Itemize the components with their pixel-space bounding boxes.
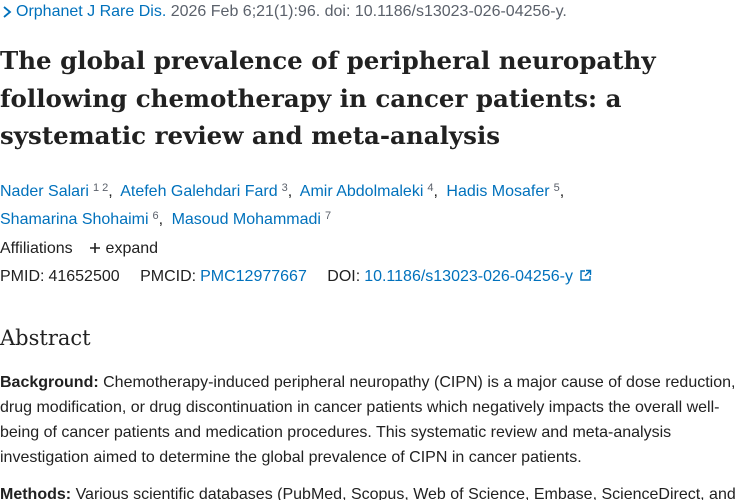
- external-link-icon: [580, 269, 592, 281]
- section-label: Background:: [0, 374, 99, 391]
- affiliation-number[interactable]: 2: [102, 182, 109, 194]
- pmid-label: PMID:: [0, 268, 45, 285]
- section-text: Chemotherapy-induced peripheral neuropat…: [0, 374, 736, 466]
- author-name[interactable]: Hadis Mosafer: [446, 183, 550, 200]
- citation: Orphanet J Rare Dis. 2026 Feb 6;21(1):96…: [2, 3, 567, 21]
- affiliation-number[interactable]: 4: [427, 182, 434, 194]
- identifiers: PMID: 41652500 PMCID: PMC12977667 DOI: 10.1…: [0, 268, 592, 286]
- affiliations-label: Affiliations: [0, 240, 73, 257]
- author: Shamarina Shohaimi 6: [0, 210, 167, 228]
- section-label: Methods:: [0, 486, 72, 500]
- affiliation-number[interactable]: 1: [92, 182, 100, 194]
- affiliation-number[interactable]: 6: [152, 210, 159, 222]
- pmcid-label: PMCID:: [140, 268, 197, 285]
- abstract-section: Background: Chemotherapy-induced periphe…: [0, 370, 748, 470]
- pmcid-link[interactable]: PMC12977667: [200, 268, 307, 285]
- author: Amir Abdolmaleki 4: [299, 182, 442, 200]
- affiliations: Affiliations expand: [0, 240, 158, 258]
- author-name[interactable]: Atefeh Galehdari Fard: [120, 183, 278, 200]
- journal-link[interactable]: Orphanet J Rare Dis.: [16, 3, 167, 20]
- author-name[interactable]: Masoud Mohammadi: [171, 211, 321, 228]
- article-title: The global prevalence of peripheral neur…: [0, 46, 656, 150]
- author: Masoud Mohammadi 7: [171, 210, 332, 228]
- plus-icon[interactable]: [89, 242, 101, 254]
- doi-label: DOI:: [327, 268, 361, 285]
- author: Atefeh Galehdari Fard 3: [120, 182, 296, 200]
- pmid-value: 41652500: [48, 268, 120, 285]
- chevron-icon: [3, 6, 12, 18]
- abstract-body: Background: Chemotherapy-induced periphe…: [0, 370, 748, 500]
- author-name[interactable]: Amir Abdolmaleki: [299, 183, 424, 200]
- expand-toggle[interactable]: expand: [105, 240, 159, 257]
- doi-link[interactable]: 10.1186/s13023-026-04256-y: [364, 268, 573, 285]
- section-text: Various scientific databases (PubMed, Sc…: [75, 486, 736, 500]
- affiliation-number[interactable]: 3: [281, 182, 288, 194]
- author: Hadis Mosafer 5: [446, 182, 568, 200]
- abstract-heading: Abstract: [0, 326, 91, 350]
- author-name[interactable]: Shamarina Shohaimi: [0, 211, 149, 228]
- citation-details: 2026 Feb 6;21(1):96. doi: 10.1186/s13023…: [170, 3, 567, 20]
- author: Nader Salari 1 2: [0, 182, 117, 200]
- affiliation-number[interactable]: 5: [553, 182, 560, 194]
- author-name[interactable]: Nader Salari: [0, 183, 89, 200]
- affiliation-number[interactable]: 7: [324, 210, 332, 222]
- abstract-section: Methods: Various scientific databases (P…: [0, 482, 748, 500]
